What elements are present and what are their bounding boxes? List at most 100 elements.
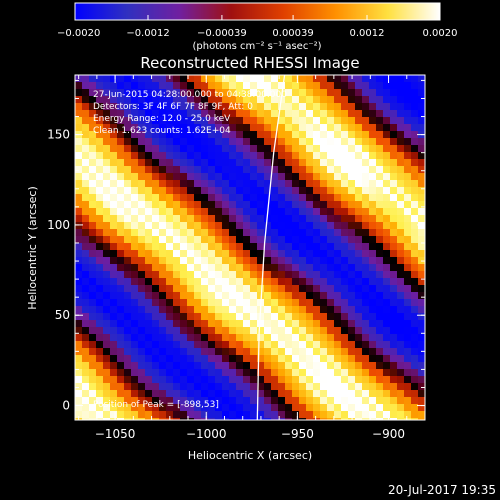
heatmap-cell [355, 159, 363, 167]
heatmap-cell [222, 418, 230, 420]
heatmap-cell [236, 390, 244, 398]
heatmap-cell [236, 306, 244, 314]
heatmap-cell [397, 89, 405, 97]
heatmap-cell [320, 236, 328, 244]
heatmap-cell [285, 243, 293, 251]
heatmap-cell [257, 152, 265, 160]
heatmap-cell [159, 369, 167, 377]
heatmap-cell [425, 271, 433, 279]
heatmap-cell [215, 271, 223, 279]
heatmap-cell [299, 418, 307, 420]
heatmap-cell [299, 229, 307, 237]
heatmap-cell [418, 411, 425, 419]
heatmap-cell [418, 82, 425, 90]
heatmap-cell [152, 124, 160, 132]
heatmap-cell [138, 180, 146, 188]
heatmap-cell [383, 82, 391, 90]
heatmap-cell [124, 397, 132, 405]
heatmap-cell [313, 222, 321, 230]
heatmap-cell [404, 320, 412, 328]
heatmap-cell [159, 138, 167, 146]
heatmap-cell [152, 278, 160, 286]
heatmap-cell [306, 180, 314, 188]
heatmap-cell [229, 376, 237, 384]
heatmap-cell [75, 257, 76, 265]
heatmap-cell [411, 110, 419, 118]
heatmap-cell [208, 397, 216, 405]
heatmap-cell [362, 131, 370, 139]
heatmap-cell [383, 397, 391, 405]
heatmap-cell [341, 152, 349, 160]
heatmap-cell [411, 397, 419, 405]
heatmap-cell [173, 208, 181, 216]
heatmap-cell [376, 299, 384, 307]
heatmap-cell [411, 166, 419, 174]
heatmap-cell [390, 110, 398, 118]
heatmap-cell [75, 369, 83, 377]
heatmap-cell [334, 166, 342, 174]
heatmap-cell [243, 348, 251, 356]
heatmap-cell [341, 201, 349, 209]
heatmap-cell [243, 327, 251, 335]
heatmap-cell [152, 292, 160, 300]
heatmap-cell [362, 285, 370, 293]
heatmap-cell [306, 285, 314, 293]
heatmap-cell [369, 117, 377, 125]
heatmap-cell [404, 145, 412, 153]
heatmap-cell [229, 194, 237, 202]
heatmap-cell [369, 348, 377, 356]
heatmap-cell [75, 117, 76, 125]
heatmap-cell [285, 390, 293, 398]
heatmap-cell [376, 285, 384, 293]
heatmap-cell [355, 285, 363, 293]
heatmap-cell [285, 82, 293, 90]
heatmap-cell [264, 229, 272, 237]
heatmap-cell [208, 299, 216, 307]
heatmap-cell [306, 215, 314, 223]
heatmap-cell [390, 173, 398, 181]
heatmap-cell [103, 117, 111, 125]
heatmap-cell [103, 159, 111, 167]
heatmap-cell [411, 271, 419, 279]
heatmap-cell [313, 369, 321, 377]
heatmap-cell [355, 131, 363, 139]
heatmap-cell [82, 145, 90, 153]
heatmap-cell [390, 75, 398, 83]
heatmap-cell [82, 75, 90, 76]
heatmap-cell [131, 75, 139, 83]
heatmap-cell [257, 404, 265, 412]
heatmap-cell [208, 278, 216, 286]
heatmap-cell [75, 264, 83, 272]
heatmap-cell [292, 215, 300, 223]
heatmap-cell [250, 397, 258, 405]
heatmap-cell [404, 292, 412, 300]
heatmap-cell [313, 278, 321, 286]
heatmap-cell [411, 278, 419, 286]
heatmap-cell [313, 299, 321, 307]
heatmap-cell [110, 320, 118, 328]
heatmap-cell [257, 243, 265, 251]
heatmap-cell [110, 138, 118, 146]
heatmap-cell [348, 243, 356, 251]
heatmap-cell [334, 159, 342, 167]
heatmap-cell [376, 418, 384, 420]
heatmap-cell [166, 180, 174, 188]
heatmap-cell [327, 82, 335, 90]
heatmap-cell [278, 390, 286, 398]
heatmap-cell [264, 299, 272, 307]
heatmap-cell [89, 173, 97, 181]
heatmap-cell [278, 299, 286, 307]
heatmap-cell [117, 250, 125, 258]
heatmap-cell [96, 348, 104, 356]
heatmap-cell [411, 75, 419, 83]
heatmap-cell [250, 425, 258, 433]
heatmap-cell [355, 138, 363, 146]
heatmap-cell [138, 369, 146, 377]
heatmap-cell [264, 243, 272, 251]
heatmap-cell [166, 96, 174, 104]
heatmap-cell [376, 271, 384, 279]
heatmap-cell [334, 145, 342, 153]
heatmap-cell [369, 264, 377, 272]
heatmap-cell [313, 110, 321, 118]
heatmap-cell [271, 250, 279, 258]
